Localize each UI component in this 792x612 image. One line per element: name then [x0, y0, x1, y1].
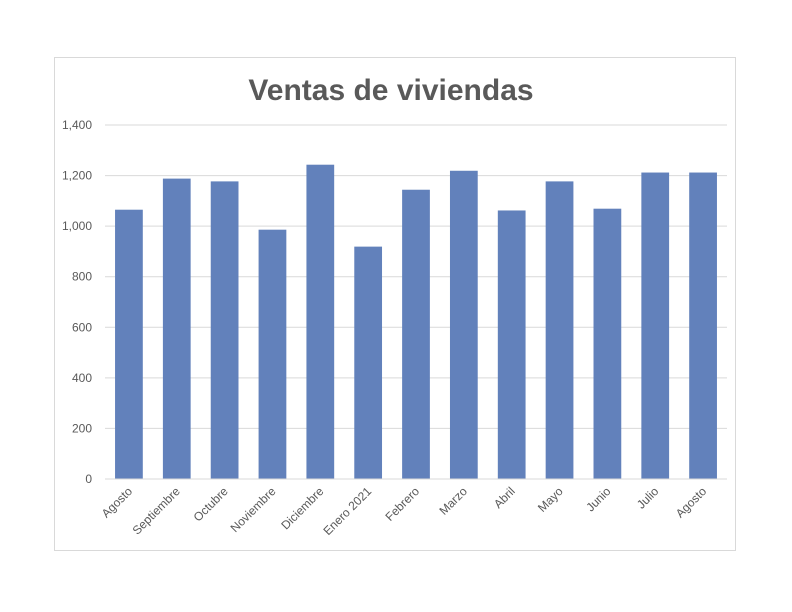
y-tick-label: 800 [72, 270, 92, 284]
y-tick-label: 600 [72, 320, 92, 334]
bar [115, 209, 143, 479]
x-tick-label: Mayo [535, 484, 566, 515]
x-tick-label: Julio [634, 484, 662, 512]
x-tick-label: Agosto [99, 484, 136, 521]
x-tick-label: Septiembre [130, 484, 184, 538]
bar [258, 229, 287, 479]
y-tick-label: 1,200 [62, 169, 92, 183]
bars [115, 164, 717, 480]
bar [354, 246, 383, 479]
x-tick-label: Abril [491, 484, 518, 511]
x-tick-label: Febrero [383, 484, 423, 524]
bar [210, 181, 239, 479]
bar [497, 210, 526, 480]
bar [689, 172, 717, 479]
bar [402, 189, 430, 479]
y-tick-label: 1,400 [62, 118, 92, 132]
y-tick-label: 1,000 [62, 219, 92, 233]
x-tick-label: Enero 2021 [320, 484, 374, 538]
y-axis-tick-labels: 0 200 400 600 800 1,000 1,200 1,400 [62, 118, 92, 486]
x-tick-label: Marzo [436, 484, 470, 518]
bar [641, 172, 670, 479]
x-tick-label: Junio [583, 484, 613, 514]
bar [593, 208, 622, 479]
x-tick-label: Agosto [673, 484, 710, 521]
y-tick-label: 200 [72, 421, 92, 435]
y-tick-label: 400 [72, 371, 92, 385]
bar [545, 181, 574, 479]
x-tick-label: Noviembre [228, 484, 279, 535]
x-tick-label: Diciembre [278, 484, 326, 532]
bar [162, 178, 191, 479]
chart-title: Ventas de viviendas [248, 74, 533, 107]
bar [306, 164, 335, 479]
bar-chart: Ventas de viviendas 0 200 400 600 800 1,000 1,… [62, 74, 727, 538]
y-tick-label: 0 [85, 472, 92, 486]
bar [449, 170, 478, 479]
x-tick-label: Octubre [191, 484, 231, 524]
chart-frame: Ventas de viviendas 0 200 400 600 800 1,000 1,… [54, 57, 736, 551]
